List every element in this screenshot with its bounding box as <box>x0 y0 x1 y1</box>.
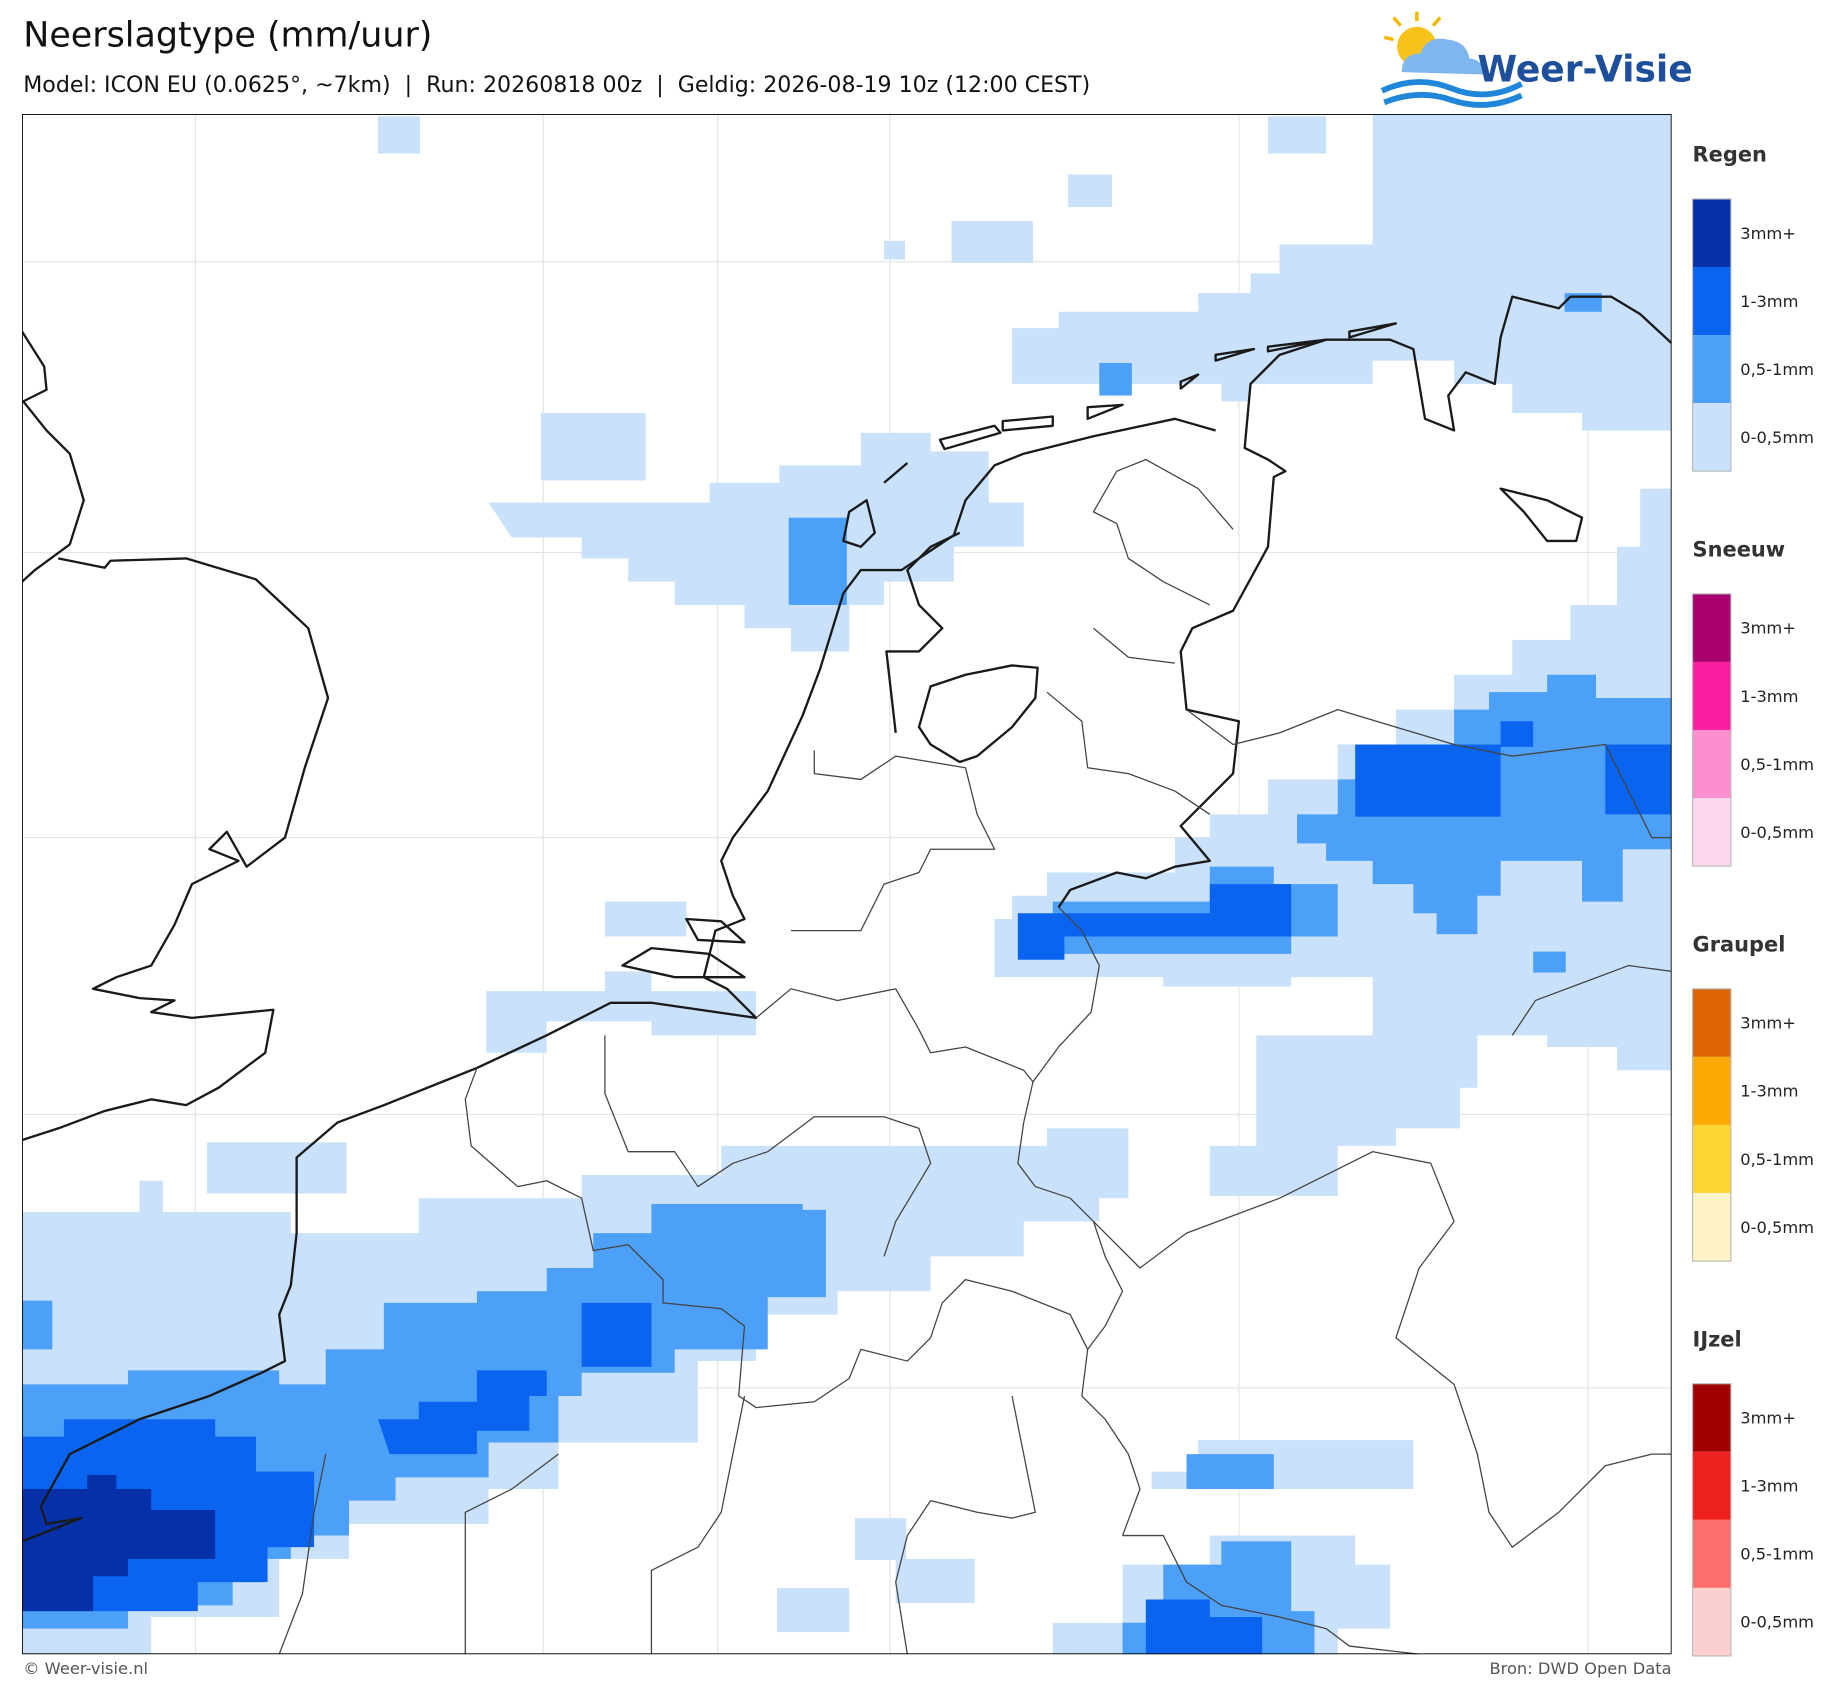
legend-label: 1-3mm <box>1740 1082 1798 1101</box>
logo-cloud <box>1401 38 1484 75</box>
legend-swatch <box>1692 267 1731 336</box>
legend-label: 0,5-1mm <box>1740 1545 1814 1564</box>
legend-group: IJzel 3mm+ 1-3mm 0,5-1mm 0-0,5mm <box>1691 1328 1814 1657</box>
legend-swatch <box>1692 1192 1731 1262</box>
footer-source: Bron: DWD Open Data <box>1489 1659 1671 1678</box>
legend-label: 3mm+ <box>1740 1409 1796 1428</box>
legend-label: 3mm+ <box>1740 224 1796 243</box>
map <box>22 114 1672 1655</box>
title: Neerslagtype (mm/uur) <box>23 16 432 56</box>
legend-bar-frame <box>1691 1383 1732 1657</box>
legend: Regen 3mm+ 1-3mm 0,5-1mm 0-0,5mm Sneeuw 3mm+ 1-… <box>1691 143 1814 1657</box>
legend-label: 0,5-1mm <box>1740 755 1814 774</box>
legend-group: Graupel 3mm+ 1-3mm 0,5-1mm 0-0,5mm <box>1691 933 1814 1262</box>
legend-swatch <box>1692 403 1731 472</box>
borders <box>278 458 1672 1655</box>
legend-label: 1-3mm <box>1740 292 1798 311</box>
legend-swatch <box>1692 1056 1731 1125</box>
legend-label: 0-0,5mm <box>1740 1613 1814 1632</box>
legend-label: 3mm+ <box>1740 1014 1796 1033</box>
legend-bar-frame <box>1691 593 1732 867</box>
legend-label: 0-0,5mm <box>1740 823 1814 842</box>
legend-swatch <box>1692 661 1731 730</box>
legend-group-title: Regen <box>1693 143 1767 167</box>
footer-credit: © Weer-visie.nl <box>23 1659 148 1678</box>
logo-text: Weer-Visie <box>1477 48 1692 90</box>
legend-swatch <box>1692 1124 1731 1193</box>
legend-bar-frame <box>1691 988 1732 1262</box>
legend-swatch <box>1692 1587 1731 1656</box>
legend-swatch <box>1692 593 1731 662</box>
logo[interactable]: Weer-Visie <box>1380 11 1693 108</box>
legend-swatch <box>1692 1519 1731 1588</box>
legend-swatch <box>1692 729 1731 799</box>
subtitle: Model: ICON EU (0.0625°, ~7km) | Run: 20… <box>23 72 1090 98</box>
legend-swatch <box>1692 798 1731 867</box>
legend-group: Sneeuw 3mm+ 1-3mm 0,5-1mm 0-0,5mm <box>1691 538 1814 867</box>
legend-swatch <box>1692 335 1731 404</box>
legend-group: Regen 3mm+ 1-3mm 0,5-1mm 0-0,5mm <box>1691 143 1814 472</box>
legend-group-title: IJzel <box>1693 1328 1742 1352</box>
legend-swatch <box>1692 198 1731 268</box>
legend-label: 0,5-1mm <box>1740 360 1814 379</box>
legend-label: 1-3mm <box>1740 687 1798 706</box>
legend-label: 0,5-1mm <box>1740 1150 1814 1169</box>
logo-waves <box>1380 79 1523 108</box>
legend-swatch <box>1692 988 1731 1057</box>
legend-swatch <box>1692 1451 1731 1520</box>
legend-label: 1-3mm <box>1740 1477 1798 1496</box>
precipitation <box>22 114 1672 1655</box>
legend-group-title: Sneeuw <box>1693 538 1786 562</box>
legend-bar-frame <box>1691 198 1732 472</box>
legend-label: 0-0,5mm <box>1740 428 1814 447</box>
legend-label: 0-0,5mm <box>1740 1218 1814 1237</box>
legend-label: 3mm+ <box>1740 619 1796 638</box>
legend-group-title: Graupel <box>1693 933 1786 957</box>
legend-swatch <box>1692 1383 1731 1452</box>
